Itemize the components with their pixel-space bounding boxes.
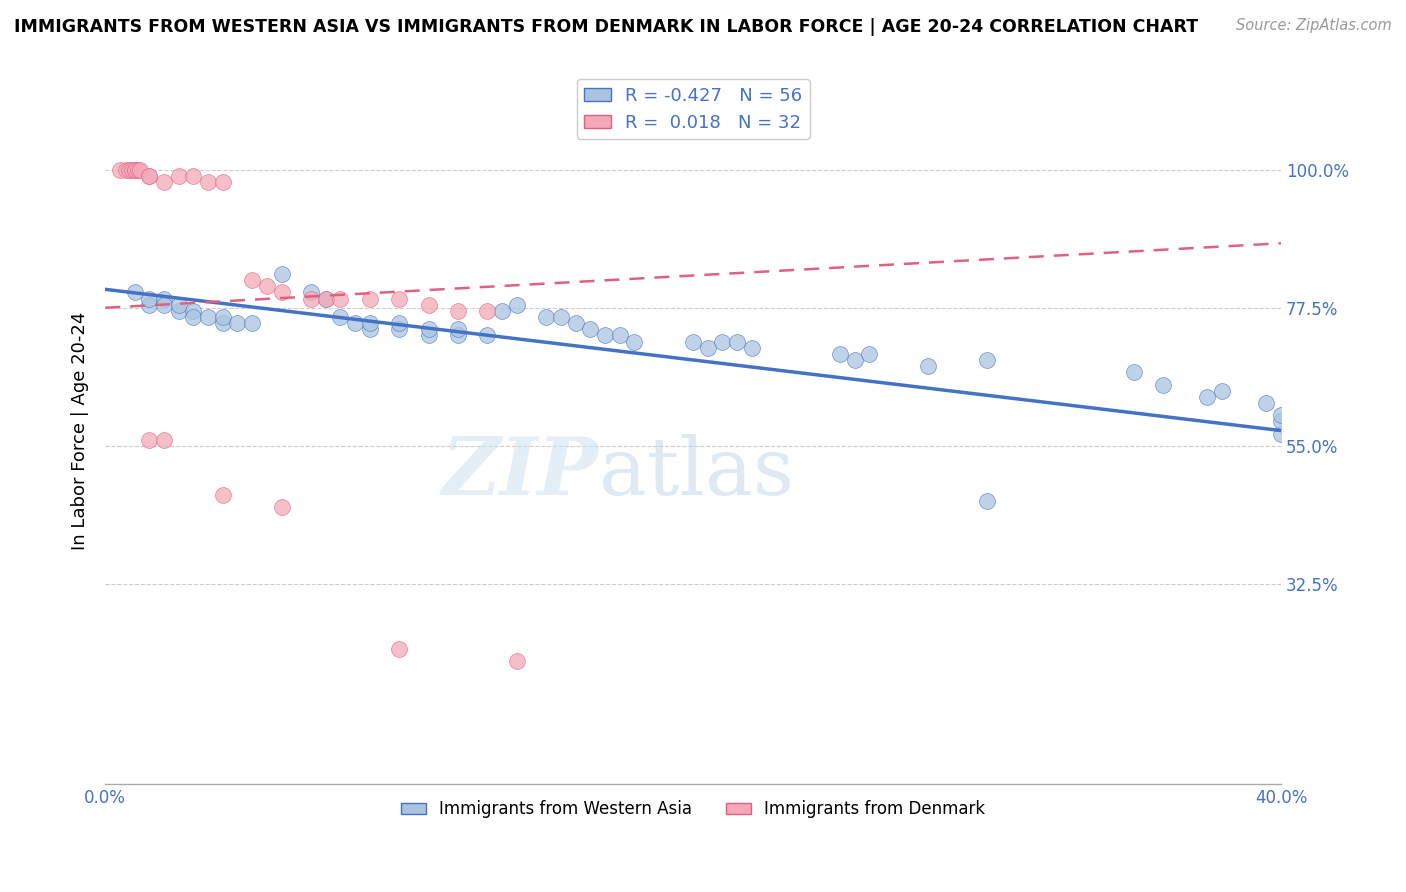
Legend: Immigrants from Western Asia, Immigrants from Denmark: Immigrants from Western Asia, Immigrants…: [394, 794, 991, 825]
Point: [211, 488, 233, 502]
Text: ZIP: ZIP: [441, 434, 599, 512]
Point: [138, 292, 160, 306]
Point: [550, 310, 572, 324]
Point: [240, 273, 263, 287]
Point: [197, 310, 219, 324]
Y-axis label: In Labor Force | Age 20-24: In Labor Force | Age 20-24: [72, 311, 89, 549]
Point: [564, 316, 586, 330]
Point: [315, 292, 337, 306]
Point: [121, 162, 143, 177]
Point: [270, 267, 292, 281]
Point: [388, 316, 411, 330]
Point: [1152, 377, 1174, 392]
Point: [388, 322, 411, 336]
Point: [447, 322, 470, 336]
Point: [418, 322, 440, 336]
Point: [240, 316, 263, 330]
Point: [741, 341, 763, 355]
Point: [153, 433, 176, 447]
Point: [976, 353, 998, 368]
Text: Source: ZipAtlas.com: Source: ZipAtlas.com: [1236, 18, 1392, 33]
Point: [1256, 396, 1278, 410]
Point: [167, 298, 190, 312]
Point: [1123, 365, 1146, 379]
Point: [418, 328, 440, 343]
Point: [153, 175, 176, 189]
Point: [1197, 390, 1219, 404]
Point: [579, 322, 602, 336]
Point: [388, 292, 411, 306]
Point: [623, 334, 645, 349]
Point: [211, 175, 233, 189]
Text: IMMIGRANTS FROM WESTERN ASIA VS IMMIGRANTS FROM DENMARK IN LABOR FORCE | AGE 20-: IMMIGRANTS FROM WESTERN ASIA VS IMMIGRAN…: [14, 18, 1198, 36]
Point: [118, 162, 141, 177]
Point: [976, 494, 998, 508]
Point: [593, 328, 616, 343]
Point: [696, 341, 718, 355]
Point: [299, 285, 322, 300]
Text: atlas: atlas: [599, 434, 794, 512]
Point: [711, 334, 734, 349]
Point: [491, 303, 513, 318]
Point: [447, 328, 470, 343]
Point: [226, 316, 249, 330]
Point: [124, 162, 146, 177]
Point: [329, 292, 352, 306]
Point: [114, 162, 136, 177]
Point: [270, 285, 292, 300]
Point: [477, 328, 499, 343]
Point: [211, 316, 233, 330]
Point: [329, 310, 352, 324]
Point: [127, 162, 149, 177]
Point: [1211, 384, 1233, 398]
Point: [359, 322, 381, 336]
Point: [388, 641, 411, 656]
Point: [447, 303, 470, 318]
Point: [167, 303, 190, 318]
Point: [299, 292, 322, 306]
Point: [183, 169, 205, 183]
Point: [534, 310, 557, 324]
Point: [418, 298, 440, 312]
Point: [828, 347, 851, 361]
Point: [1270, 409, 1292, 423]
Point: [477, 303, 499, 318]
Point: [858, 347, 880, 361]
Point: [211, 310, 233, 324]
Point: [359, 292, 381, 306]
Point: [344, 316, 367, 330]
Point: [359, 316, 381, 330]
Point: [609, 328, 631, 343]
Point: [506, 654, 529, 668]
Point: [153, 292, 176, 306]
Point: [138, 169, 160, 183]
Point: [1270, 414, 1292, 428]
Point: [183, 310, 205, 324]
Point: [917, 359, 939, 373]
Point: [1270, 426, 1292, 441]
Point: [256, 279, 278, 293]
Point: [725, 334, 748, 349]
Point: [129, 162, 152, 177]
Point: [138, 169, 160, 183]
Point: [682, 334, 704, 349]
Point: [183, 303, 205, 318]
Point: [270, 500, 292, 515]
Point: [167, 169, 190, 183]
Point: [124, 285, 146, 300]
Point: [197, 175, 219, 189]
Point: [138, 298, 160, 312]
Point: [138, 433, 160, 447]
Point: [506, 298, 529, 312]
Point: [124, 162, 146, 177]
Point: [844, 353, 866, 368]
Point: [153, 298, 176, 312]
Point: [108, 162, 131, 177]
Point: [315, 292, 337, 306]
